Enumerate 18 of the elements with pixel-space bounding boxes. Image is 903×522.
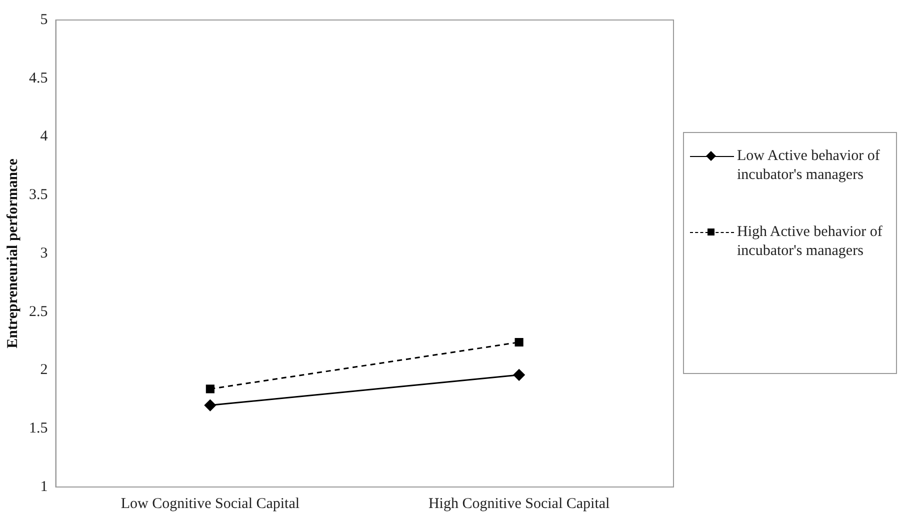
y-tick-label: 1.5 (29, 420, 48, 437)
y-tick-label: 4 (40, 128, 48, 145)
y-tick-label: 5 (40, 12, 48, 28)
legend-label: High Active behavior of incubator's managers (737, 223, 884, 261)
y-tick-label: 4.5 (29, 70, 48, 86)
legend-label: Low Active behavior of incubator's managers (737, 147, 881, 185)
y-tick-label: 3.5 (29, 187, 48, 204)
point (206, 384, 214, 394)
y-tick-label: 1 (40, 478, 48, 495)
y-tick-label: 2 (40, 362, 48, 378)
x-tick-label: Low Cognitive Social Capital (120, 496, 300, 512)
y-tick-label: 2.5 (29, 304, 48, 320)
y-axis-title: Entrepreneurial performance (4, 158, 21, 348)
point (514, 338, 524, 347)
y-tick-label: 3 (40, 245, 48, 262)
x-tick-label: High Cognitive Social Capital (428, 496, 610, 512)
point (513, 369, 525, 381)
point (204, 400, 216, 412)
